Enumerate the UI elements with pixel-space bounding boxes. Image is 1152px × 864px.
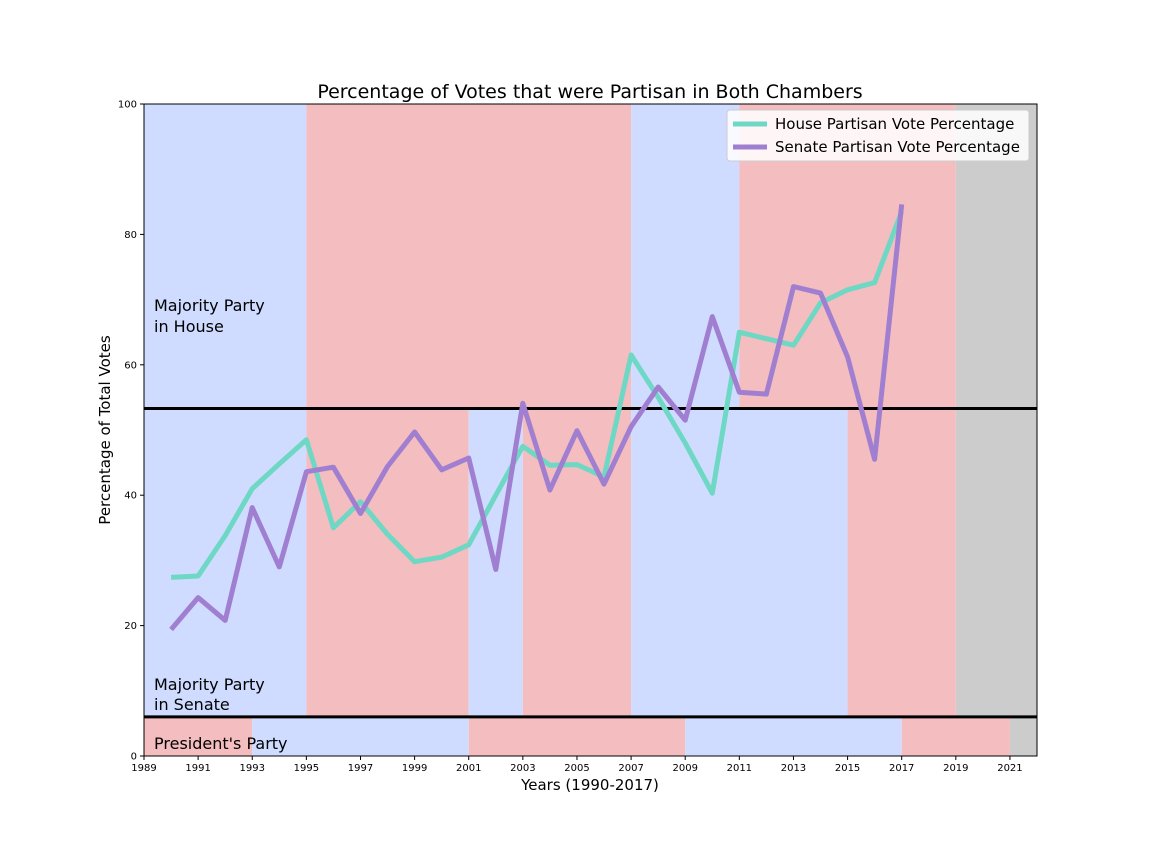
president-band-4	[901, 716, 1010, 756]
x-tick-label-7: 2003	[510, 763, 535, 774]
y-axis-label: Percentage of Total Votes	[96, 335, 114, 525]
x-tick-label-14: 2017	[889, 763, 914, 774]
y-axis-ticks: 0 20 40 60 80 100	[118, 100, 144, 763]
senate-band-4	[631, 408, 848, 717]
legend-label-house: House Partisan Vote Percentage	[775, 115, 1014, 133]
series-line-1	[169, 204, 905, 632]
band-dividers	[144, 406, 1037, 719]
y-tick-label-0: 0	[131, 752, 137, 763]
legend-box	[726, 109, 1030, 162]
x-tick-label-8: 2005	[564, 763, 589, 774]
president-band-2	[468, 716, 686, 756]
president-band-3	[685, 716, 902, 756]
legend: House Partisan Vote Percentage Senate Pa…	[726, 109, 1030, 162]
x-tick-label-3: 1995	[294, 763, 319, 774]
senate-band-1	[306, 408, 469, 717]
senate-region-label-line1: Majority Party	[154, 675, 265, 694]
x-tick-label-10: 2009	[672, 763, 697, 774]
president-band-0	[144, 716, 253, 756]
x-axis-label: Years (1990-2017)	[520, 776, 659, 794]
y-tick-label-3: 60	[124, 360, 137, 371]
president-band-5	[1009, 716, 1037, 756]
president-region-label: President's Party	[154, 734, 288, 753]
senate-band-5	[847, 408, 956, 717]
chart-title: Percentage of Votes that were Partisan i…	[317, 81, 862, 103]
house-region-label-line1: Majority Party	[154, 296, 265, 315]
x-tick-label-16: 2021	[997, 763, 1022, 774]
y-tick-label-5: 100	[118, 100, 137, 111]
series-lines	[169, 204, 905, 632]
x-tick-label-13: 2015	[835, 763, 860, 774]
legend-label-senate: Senate Partisan Vote Percentage	[775, 138, 1020, 156]
x-tick-label-15: 2019	[943, 763, 968, 774]
senate-region-label-line2: in Senate	[154, 695, 230, 714]
senate-band-6	[955, 408, 1037, 717]
y-tick-label-2: 40	[124, 491, 137, 502]
x-tick-label-6: 2001	[456, 763, 481, 774]
x-tick-label-12: 2013	[781, 763, 806, 774]
x-tick-label-0: 1989	[131, 763, 156, 774]
house-region-label-line2: in House	[154, 317, 224, 336]
plot-frame	[143, 103, 1038, 757]
y-tick-label-4: 80	[124, 230, 137, 241]
house-band-0	[144, 104, 307, 409]
house-band-2	[631, 104, 740, 409]
x-tick-label-9: 2007	[618, 763, 643, 774]
x-tick-label-11: 2011	[727, 763, 752, 774]
x-tick-label-4: 1997	[348, 763, 373, 774]
x-tick-label-2: 1993	[240, 763, 265, 774]
president-band-1	[252, 716, 469, 756]
x-tick-label-5: 1999	[402, 763, 427, 774]
house-band-1	[306, 104, 632, 409]
x-axis-ticks: 1989 1991 1993 1995 1997 1999 2001 2003 2005 2007…	[131, 756, 1023, 774]
y-tick-label-1: 20	[124, 621, 137, 632]
x-tick-label-1: 1991	[185, 763, 210, 774]
party-bands	[144, 104, 1037, 756]
